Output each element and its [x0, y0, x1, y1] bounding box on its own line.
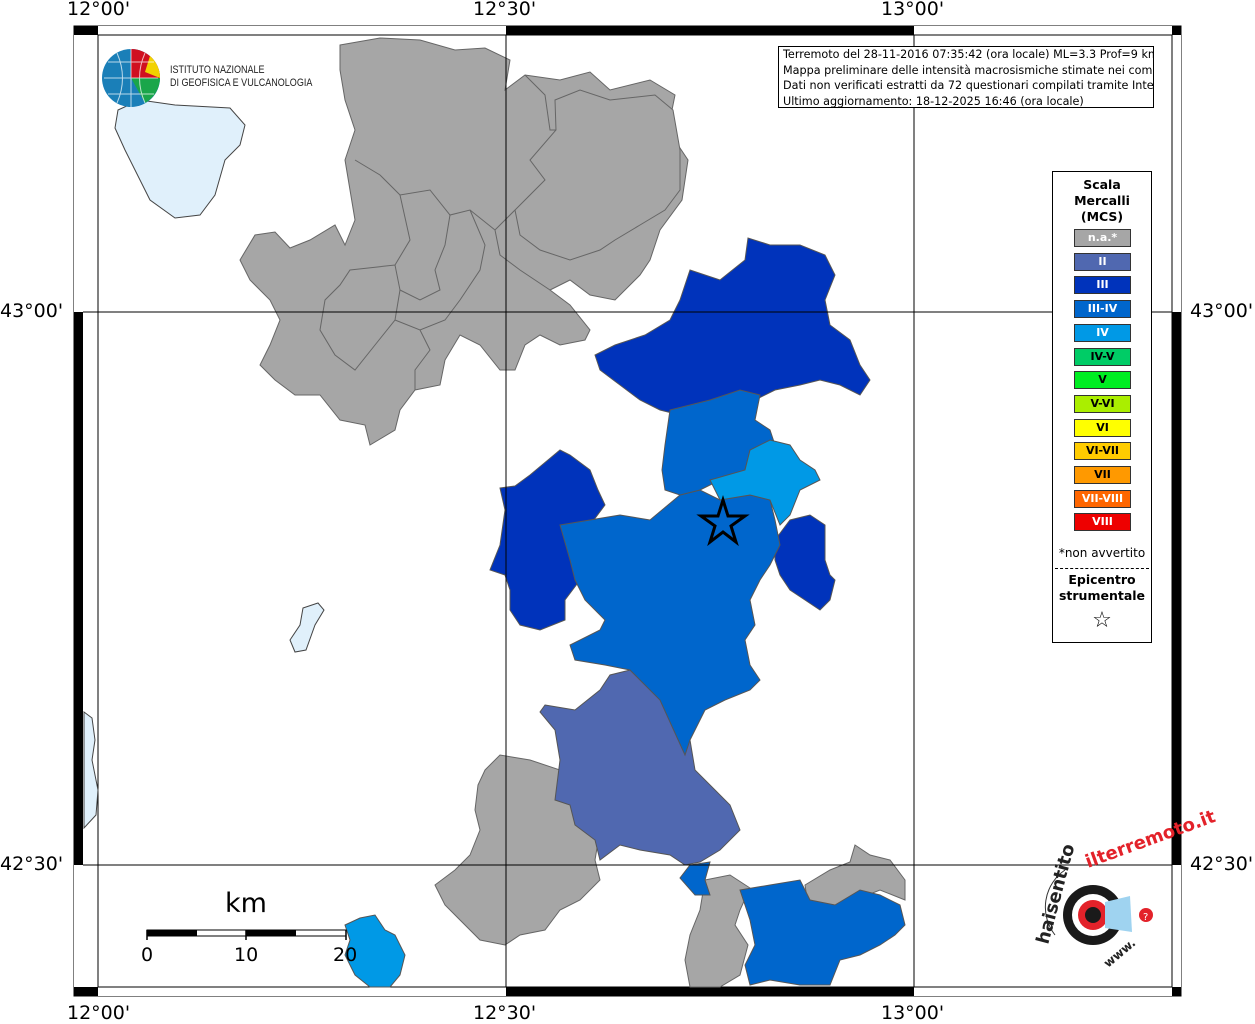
- regions-intensity-III-IV: [559, 389, 906, 986]
- scale-tick-10: 10: [234, 944, 259, 966]
- scale-bar: [146, 929, 347, 940]
- coord-bottom-1200: 12°00': [67, 1002, 131, 1024]
- info-line: Dati non verificati estratti da 72 quest…: [783, 79, 1154, 92]
- legend-swatch: V-VI: [1074, 394, 1131, 413]
- coord-top-1300: 13°00': [881, 0, 945, 20]
- legend-swatch: III-IV: [1074, 300, 1131, 319]
- coord-right-4300: 43°00': [1190, 300, 1254, 322]
- legend-swatch: II: [1074, 252, 1131, 271]
- scale-unit: km: [225, 888, 267, 919]
- legend-swatch: III: [1074, 276, 1131, 295]
- regions-intensity-III: [489, 237, 871, 631]
- epicenter-star: [696, 494, 750, 547]
- legend-swatch: IV: [1074, 323, 1131, 342]
- info-line: Terremoto del 28-11-2016 07:35:42 (ora l…: [783, 48, 1154, 61]
- info-line: Mappa preliminare delle intensità macros…: [783, 63, 1154, 77]
- intensity-legend: Scala Mercalli (MCS) n.a.* II III III-IV IV I…: [1052, 171, 1152, 643]
- legend-swatch: VI-VII: [1074, 442, 1131, 461]
- map-frame: [74, 26, 1181, 996]
- scale-tick-20: 20: [333, 944, 358, 966]
- lake-small: [289, 602, 325, 653]
- institute-name: ISTITUTO NAZIONALE DI GEOFISICA E VULCAN…: [170, 64, 313, 89]
- municipalities-not-available: [239, 37, 906, 988]
- graticule: [83, 35, 1172, 987]
- scale-tick-0: 0: [141, 944, 154, 966]
- coord-bottom-1230: 12°30': [473, 1002, 537, 1024]
- ingv-logo-icon: [102, 49, 161, 107]
- legend-note: *non avvertito: [1058, 546, 1146, 560]
- coord-top-1230: 12°30': [473, 0, 537, 20]
- earthquake-info-box: Terremoto del 28-11-2016 07:35:42 (ora l…: [778, 46, 1154, 108]
- coord-bottom-1300: 13°00': [881, 1002, 945, 1024]
- legend-swatch: VII: [1074, 466, 1131, 484]
- legend-swatch: VII-VIII: [1074, 489, 1131, 508]
- lake-bolsena: [83, 711, 99, 830]
- legend-epicenter-label: Epicentro strumentale: [1058, 572, 1146, 603]
- epicenter-star-icon: ☆: [1092, 608, 1112, 633]
- legend-swatch: V: [1074, 371, 1131, 390]
- svg-text:?: ?: [1143, 912, 1148, 923]
- legend-swatch: n.a.*: [1074, 229, 1131, 247]
- legend-title: Scala Mercalli (MCS): [1074, 177, 1130, 224]
- coord-top-1200: 12°00': [67, 0, 131, 20]
- legend-divider: [1055, 568, 1149, 569]
- legend-swatch: VI: [1074, 418, 1131, 437]
- coord-left-4230: 42°30': [0, 853, 64, 875]
- legend-swatch: IV-V: [1074, 347, 1131, 366]
- coord-left-4300: 43°00': [0, 300, 64, 322]
- coord-right-4230: 42°30': [1190, 853, 1254, 875]
- regions-intensity-IV: [344, 439, 821, 988]
- legend-swatch: VIII: [1074, 513, 1131, 532]
- info-line: Ultimo aggiornamento: 18-12-2025 16:46 (…: [783, 94, 1084, 108]
- lake-trasimeno: [114, 99, 246, 219]
